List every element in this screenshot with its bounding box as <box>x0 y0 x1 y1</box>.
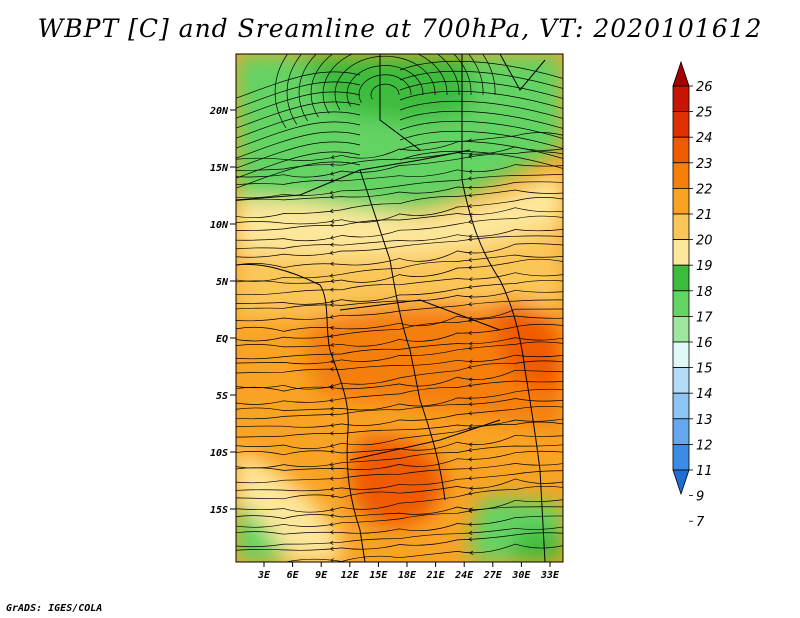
colorbar-label: 15 <box>696 362 713 377</box>
colorbar-label: 12 <box>696 438 713 453</box>
colorbar-top-arrow <box>672 60 690 87</box>
colorbar-bottom-arrow <box>672 469 690 496</box>
wbpt-shading <box>236 54 563 562</box>
colorbar-label: 18 <box>696 285 713 300</box>
lat-tick-label: 10S <box>210 448 228 459</box>
colorbar-swatch <box>672 85 690 113</box>
lon-tick-label: 6E <box>287 570 300 581</box>
colorbar-swatch <box>672 443 690 471</box>
lat-tick-label: 10N <box>210 220 229 231</box>
colorbar-swatch <box>672 392 690 420</box>
lon-tick-label: 21E <box>426 570 446 581</box>
colorbar-label: 19 <box>696 259 713 274</box>
colorbar-swatch <box>672 187 690 215</box>
colorbar-swatch <box>672 264 690 292</box>
lon-tick-label: 3E <box>257 570 271 581</box>
colorbar-label: 22 <box>696 182 713 197</box>
colorbar-swatch <box>672 315 690 343</box>
lon-tick-label: 18E <box>398 570 417 581</box>
streamlines <box>236 54 563 562</box>
colorbar-label: 11 <box>696 464 713 479</box>
colorbar-label: 7 <box>696 515 705 530</box>
colorbar-swatch <box>672 111 690 138</box>
colorbar-label: 13 <box>696 413 713 428</box>
colorbar: 26 25 24 23 22 21 20 19 18 17 16 15 14 13 12 11 9 7 <box>672 60 713 530</box>
lat-tick-label: 20N <box>209 106 229 117</box>
lon-tick-label: 12E <box>341 570 360 581</box>
colorbar-label: 9 <box>696 490 704 505</box>
colorbar-label: 16 <box>696 336 713 351</box>
map-frame <box>235 53 564 563</box>
longitude-axis: 3E 6E 9E 12E 15E 18E 21E 24E 27E 30E 33E <box>257 562 560 581</box>
lat-tick-label: 15N <box>210 163 229 174</box>
colorbar-swatch <box>672 239 690 266</box>
colorbar-label: 20 <box>696 234 713 249</box>
lon-tick-label: 9E <box>315 570 328 581</box>
colorbar-label: 24 <box>696 131 713 146</box>
colorbar-label: 23 <box>696 157 713 172</box>
colorbar-label: 14 <box>696 387 713 402</box>
colorbar-swatch <box>672 290 690 317</box>
colorbar-swatch <box>672 418 690 445</box>
colorbar-swatch <box>672 367 690 394</box>
lat-tick-label: 15S <box>210 505 228 516</box>
latitude-axis: 20N 15N 10N 5N EQ 5S 10S 15S <box>209 106 236 516</box>
colorbar-label: 17 <box>696 310 713 325</box>
colorbar-swatch <box>672 136 690 164</box>
colorbar-label: 26 <box>696 80 713 95</box>
lat-tick-label: EQ <box>216 334 228 345</box>
lon-tick-label: 33E <box>540 570 560 581</box>
colorbar-swatch <box>672 162 690 189</box>
country-borders <box>236 54 546 562</box>
lon-tick-label: 15E <box>369 570 388 581</box>
colorbar-label: 21 <box>696 208 713 223</box>
map-title: WBPT [C] and Sreamline at 700hPa, VT: 20… <box>37 14 763 43</box>
grads-credit: GrADS: IGES/COLA <box>6 603 103 614</box>
colorbar-swatch <box>672 341 690 369</box>
colorbar-swatch <box>672 213 690 241</box>
lon-tick-label: 27E <box>483 570 503 581</box>
colorbar-label: 25 <box>696 106 713 121</box>
lat-tick-label: 5N <box>216 277 229 288</box>
lon-tick-label: 30E <box>511 570 531 581</box>
lon-tick-label: 24E <box>454 570 474 581</box>
lat-tick-label: 5S <box>216 391 228 402</box>
